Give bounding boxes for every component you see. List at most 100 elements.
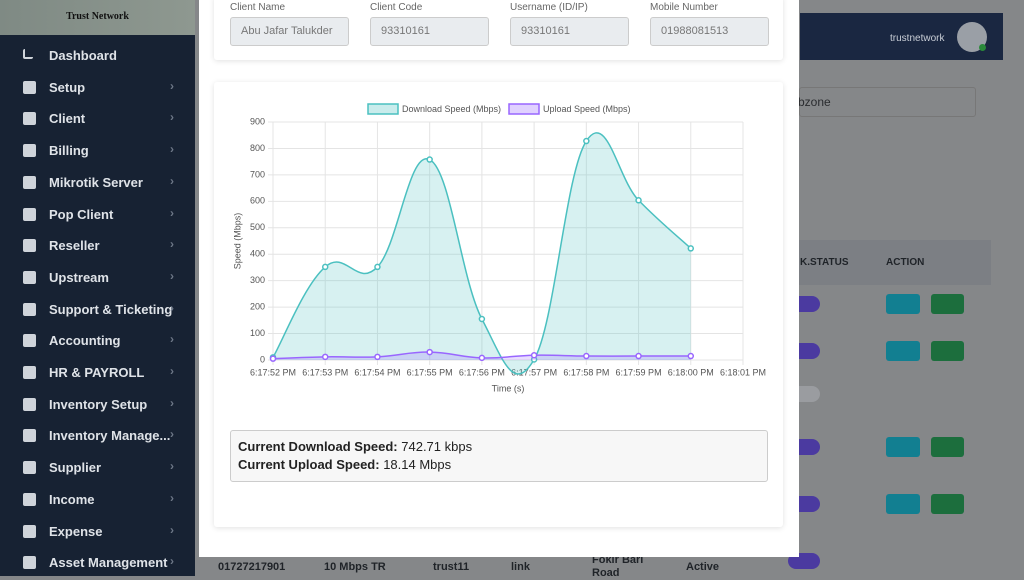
menu-label: Support & Ticketing — [49, 301, 173, 317]
field-input: 93310161 — [370, 17, 489, 46]
point — [583, 137, 590, 145]
icon — [23, 207, 36, 221]
toggle[interactable] — [788, 553, 820, 569]
legend-label: Upload Speed (Mbps) — [543, 104, 631, 114]
chevron: › — [170, 459, 174, 474]
point — [321, 353, 329, 361]
menu-label: Dashboard — [49, 48, 117, 63]
button[interactable] — [886, 437, 920, 457]
point — [635, 352, 642, 360]
menu-item[interactable]: Asset Management › — [0, 548, 195, 578]
field-input: 93310161 — [510, 17, 629, 46]
menu-label: Upstream — [49, 269, 109, 285]
menu-label: Accounting — [49, 333, 121, 349]
chevron: › — [170, 395, 174, 410]
menu-label: Billing — [49, 143, 89, 159]
x-tick-label: 6:17:58 PM — [563, 367, 609, 377]
icon — [23, 144, 36, 158]
menu-item[interactable]: HR & PAYROLL › — [0, 358, 195, 388]
y-tick-label: 400 — [250, 249, 265, 259]
user-name[interactable]: trustnetwork — [890, 33, 945, 44]
menu-label: Inventory Setup — [49, 396, 148, 412]
menu-item[interactable]: Setup › — [0, 73, 195, 103]
cell: link — [511, 561, 530, 573]
x-tick-label: 6:17:59 PM — [616, 367, 662, 377]
chevron: › — [170, 205, 174, 220]
status-dot — [979, 44, 986, 51]
button[interactable] — [931, 437, 964, 457]
point — [478, 354, 486, 362]
point — [687, 352, 695, 360]
chevron: › — [170, 173, 174, 188]
point — [478, 315, 486, 323]
x-tick-label: 6:17:57 PM — [511, 367, 557, 377]
menu-label: Mikrotik Server — [49, 174, 143, 190]
y-axis-label: Speed (Mbps) — [232, 213, 242, 270]
menu-label: Expense — [49, 523, 103, 539]
sidebar: Trust Network Dashboard Setup › Client › Bill… — [0, 0, 195, 576]
menu-item[interactable]: Billing › — [0, 136, 195, 166]
menu-item[interactable]: Supplier › — [0, 453, 195, 483]
menu-item[interactable]: Mikrotik Server › — [0, 168, 195, 198]
legend-swatch — [367, 103, 399, 115]
menu-item[interactable]: Upstream › — [0, 263, 195, 293]
icon — [23, 175, 36, 189]
field-label: Username (ID/IP) — [510, 2, 588, 13]
y-tick-label: 600 — [250, 196, 265, 206]
menu-item[interactable]: Support & Ticketing › — [0, 295, 195, 325]
point — [321, 263, 329, 271]
menu-item[interactable]: Expense › — [0, 517, 195, 547]
speed-box: Current Download Speed: 742.71 kbps Curr… — [230, 430, 768, 482]
button[interactable] — [886, 294, 920, 314]
area — [273, 132, 691, 375]
cell: trust11 — [433, 561, 470, 573]
y-tick-label: 800 — [250, 143, 265, 153]
icon — [23, 556, 36, 570]
menu-item[interactable]: Inventory Manage... › — [0, 421, 195, 451]
table-header — [799, 240, 991, 285]
button[interactable] — [886, 494, 920, 514]
select[interactable]: bzone — [798, 87, 976, 117]
icon — [23, 80, 36, 94]
icon — [23, 429, 36, 443]
button[interactable] — [886, 341, 920, 361]
field-input: 01988081513 — [650, 17, 769, 46]
column-header: ACTION — [886, 257, 925, 268]
x-tick-label: 6:17:53 PM — [302, 367, 348, 377]
icon — [23, 397, 36, 411]
chevron: › — [170, 142, 174, 157]
chevron: › — [170, 427, 174, 442]
menu-item[interactable]: Pop Client › — [0, 200, 195, 230]
chevron: › — [170, 78, 174, 93]
point — [269, 355, 277, 362]
x-tick-label: 6:18:01 PM — [720, 367, 766, 377]
icon — [23, 49, 33, 59]
icon — [23, 239, 36, 253]
menu-item[interactable]: Accounting › — [0, 326, 195, 356]
point — [426, 156, 433, 163]
menu-item[interactable]: Inventory Setup › — [0, 390, 195, 420]
menu-label: Supplier — [49, 460, 102, 476]
menu-item[interactable]: Dashboard — [0, 41, 195, 71]
cell: Fokir Bari Road — [592, 554, 644, 579]
menu-item[interactable]: Client › — [0, 104, 195, 134]
icon — [23, 112, 36, 126]
x-tick-label: 6:18:00 PM — [668, 367, 714, 377]
chevron: › — [170, 268, 174, 283]
cell: Active — [686, 561, 720, 573]
chevron: › — [170, 110, 174, 125]
menu-item[interactable]: Reseller › — [0, 231, 195, 261]
value: 18.14 Mbps — [383, 457, 452, 472]
point — [426, 348, 433, 356]
menu-label: Asset Management — [49, 555, 168, 571]
point — [583, 352, 590, 360]
label: Current Download Speed: — [238, 439, 398, 454]
menu-item[interactable]: Income › — [0, 485, 195, 515]
button[interactable] — [931, 494, 964, 514]
button[interactable] — [931, 294, 964, 314]
chevron: › — [170, 332, 174, 347]
y-tick-label: 300 — [250, 275, 265, 285]
button[interactable] — [931, 341, 964, 361]
point — [530, 351, 538, 359]
y-tick-label: 0 — [260, 354, 265, 364]
